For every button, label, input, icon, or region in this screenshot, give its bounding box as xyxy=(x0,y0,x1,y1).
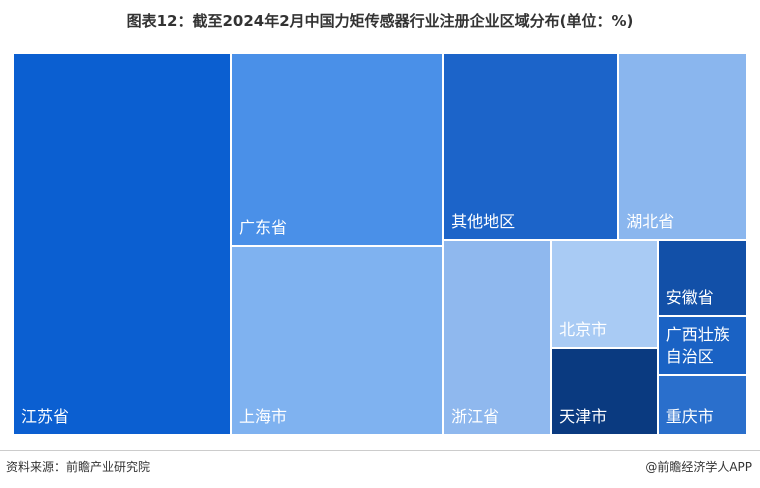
treemap-tile: 其他地区 xyxy=(444,54,618,240)
plot-area: 江苏省 广东省上海市 其他地区 湖北省浙江省 北京市天津市 安徽省广西壮族自治区重庆市 xyxy=(13,53,747,435)
tile-label: 其他地区 xyxy=(451,212,516,232)
source-note: 资料来源：前瞻产业研究院 xyxy=(6,460,151,474)
treemap-tile: 浙江省 xyxy=(444,241,551,434)
chart-title: 图表12：截至2024年2月中国力矩传感器行业注册企业区域分布(单位：%) xyxy=(126,12,634,30)
credit: @前瞻经济学人APP xyxy=(645,460,752,474)
tile-label: 浙江省 xyxy=(451,406,500,426)
tile-label: 江苏省 xyxy=(21,407,70,426)
treemap-tile: 江苏省 xyxy=(14,54,230,434)
treemap-tile: 广西壮族自治区 xyxy=(658,316,746,375)
treemap-tile: 湖北省 xyxy=(619,54,746,240)
treemap-tile: 上海市 xyxy=(231,246,443,434)
tile-label: 广西壮族自治区 xyxy=(665,325,730,367)
treemap-tile: 广东省 xyxy=(231,54,443,245)
treemap-tile: 北京市 xyxy=(552,241,657,348)
tile-label: 天津市 xyxy=(559,406,608,426)
treemap-tile: 安徽省 xyxy=(658,241,746,315)
tile-label: 北京市 xyxy=(559,320,608,340)
tile-label: 安徽省 xyxy=(665,287,714,307)
tile-label: 上海市 xyxy=(238,406,287,426)
tile-label: 广东省 xyxy=(238,217,287,237)
treemap-tile: 天津市 xyxy=(552,349,657,434)
treemap-tile: 重庆市 xyxy=(658,376,746,434)
tile-label: 重庆市 xyxy=(665,406,714,426)
tile-label: 湖北省 xyxy=(626,212,675,232)
divider xyxy=(0,450,760,451)
